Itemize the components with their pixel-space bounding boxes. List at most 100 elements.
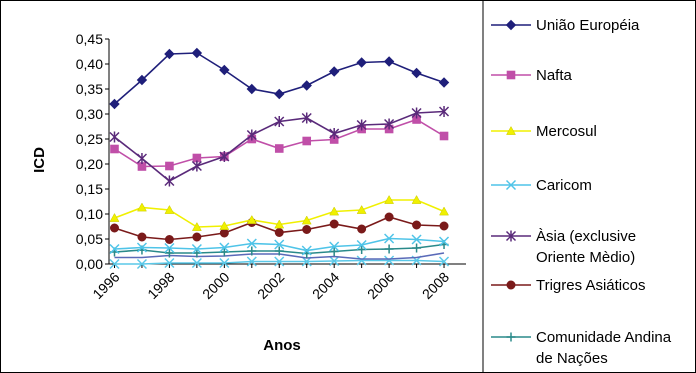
y-tick-label: 0,10 [76,206,103,222]
legend-label: Comunidade Andina [536,329,672,346]
y-tick-label: 0,40 [76,56,103,72]
data-point [356,255,367,266]
x-axis-title: Anos [263,337,301,354]
data-point [274,239,285,250]
y-tick-label: 0,20 [76,156,103,172]
data-point [439,131,449,141]
legend-item: Àsia (exclusive Oriente Mèdio) [491,228,636,266]
data-point [246,83,258,95]
data-point [191,257,202,269]
data-point [219,257,230,269]
data-point [301,215,312,225]
legend-item: Comunidade Andina de Nações [491,329,672,367]
data-point [384,244,394,254]
data-point [384,212,394,222]
data-point [137,202,147,212]
data-point [329,247,339,256]
data-point [384,118,395,130]
legend-label: Mercosul [536,123,597,140]
legend-marker [505,230,517,242]
legend-item: Nafta [491,67,573,84]
data-point [274,228,284,237]
data-point [356,119,367,131]
data-point [383,56,395,67]
data-point [412,220,422,230]
legend-marker [506,280,516,290]
legend-item: Mercosul [491,123,597,140]
data-point [274,116,285,127]
data-point [439,106,450,117]
data-point [219,220,230,230]
data-point [439,236,450,247]
data-point [357,245,367,254]
data-point [247,246,257,256]
data-point [356,239,367,251]
data-point [328,66,340,77]
data-point [165,161,174,171]
data-point [164,48,175,60]
legend-label: Oriente Mèdio) [536,249,635,266]
data-point [357,224,367,234]
data-point [136,153,147,164]
data-point [164,248,174,258]
data-point [164,235,174,244]
data-point [274,144,284,153]
data-point [219,228,229,238]
data-point [136,242,147,253]
legend-item: Trigres Asiáticos [491,277,645,294]
data-point [301,80,312,91]
legend-label: Caricom [536,177,592,194]
legend-marker [505,19,517,31]
data-point [246,256,257,267]
data-point [219,151,230,162]
data-point [438,77,450,88]
data-point [219,64,230,76]
data-point [191,221,202,231]
data-point [136,258,147,270]
y-tick-label: 0,35 [76,81,103,97]
data-point [191,47,203,59]
legend-label: União Européia [536,17,640,34]
series-4 [109,106,450,187]
data-point [329,255,340,267]
data-point [411,194,422,204]
data-point [109,243,120,255]
data-point [164,204,175,214]
legend-label: Àsia (exclusive [536,228,636,245]
data-point [411,107,422,119]
data-point [329,219,339,229]
data-point [274,88,285,100]
data-point [164,257,175,269]
data-point [274,256,285,267]
data-point [411,67,422,79]
data-point [329,206,340,216]
data-point [109,223,119,233]
legend-item: Caricom [491,177,592,194]
data-point [412,243,422,253]
data-point [109,98,120,110]
data-point [109,131,120,143]
data-point [191,160,202,172]
legend: União Européia Nafta Mercosul Caricom Àsia (… [491,17,672,367]
y-tick-label: 0,15 [76,181,103,197]
data-point [274,219,285,229]
data-point [439,256,450,267]
legend-marker [506,332,516,342]
data-point [192,232,202,242]
data-point [301,112,312,124]
data-point [246,214,257,224]
y-axis-title: ICD [31,147,48,173]
data-point [219,247,229,257]
data-point [384,194,395,204]
data-point [219,242,230,253]
data-point [439,221,449,231]
data-point [356,204,367,214]
y-tick-label: 0,05 [76,231,103,247]
data-point [191,243,202,255]
data-point [246,129,257,141]
data-point [302,225,312,234]
plot-area: 0,00 0,05 0,10 0,15 0,20 0,25 0,30 0,35 0,40 0,45… [76,31,466,302]
series-8 [109,255,450,270]
